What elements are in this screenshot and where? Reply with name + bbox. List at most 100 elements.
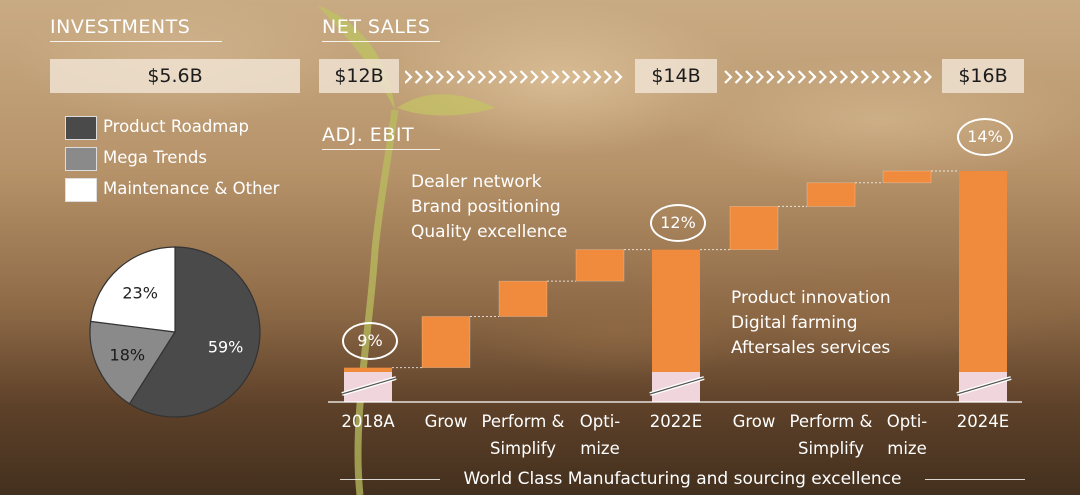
- waterfall-bar-total: [652, 249, 700, 372]
- net-sales-2022: $14B: [635, 59, 717, 93]
- waterfall-bar-step: [806, 182, 856, 207]
- chevron-icon: [871, 70, 880, 84]
- margin-bubble-2024: 14%: [957, 118, 1013, 156]
- adj-ebit-title: ADJ. EBIT: [322, 124, 440, 150]
- initiatives-note-top: Dealer network Brand positioning Quality…: [411, 170, 611, 245]
- note-product-innovation: Product innovation: [731, 288, 891, 308]
- legend-swatch-mega-trends: [65, 147, 97, 171]
- chevron-icon: [414, 70, 424, 84]
- chevron-icon: [498, 70, 508, 84]
- x-tick-label: Perform & Simplify: [790, 412, 873, 458]
- chevron-icon: [881, 70, 891, 84]
- chevron-icon: [467, 70, 476, 84]
- initiatives-note-bottom: Product innovation Digital farming After…: [731, 286, 931, 361]
- sprout-illustration: [318, 6, 495, 495]
- chevron-icon: [892, 70, 901, 84]
- chevron-icon: [488, 70, 497, 84]
- adj-ebit-waterfall-chart: 2018A Grow Perform & Simplify Opti-mize 2022E…: [328, 170, 1022, 458]
- legend-label-maintenance-other: Maintenance & Other: [103, 179, 280, 198]
- chevron-icon: [540, 70, 550, 84]
- chevron-icon: [582, 70, 592, 84]
- x-tick-label: 2022E: [650, 412, 702, 431]
- chevron-icon: [425, 70, 434, 84]
- legend-swatch-maintenance-other: [65, 178, 97, 202]
- waterfall-bar-total: [344, 367, 392, 372]
- waterfall-bar-step: [575, 249, 625, 282]
- legend-label-product-roadmap: Product Roadmap: [103, 117, 249, 136]
- chevron-icon: [860, 70, 870, 84]
- chevron-icon: [755, 70, 765, 84]
- chevron-icon: [456, 70, 466, 84]
- chevron-icon: [787, 70, 796, 84]
- chevron-icon: [509, 70, 518, 84]
- growth-chevrons: [405, 70, 933, 84]
- x-tick-label: Opti-mize: [580, 412, 621, 458]
- chevron-icon: [593, 70, 602, 84]
- x-tick-label: Opti-mize: [887, 412, 928, 458]
- note-aftersales-services: Aftersales services: [731, 338, 891, 358]
- pie-value-label: 59%: [208, 338, 244, 357]
- margin-bubble-2022: 12%: [650, 204, 706, 242]
- footer-rule-right: [925, 479, 1025, 480]
- axis-break-icon: [956, 376, 1012, 396]
- chevron-icon: [745, 70, 754, 84]
- chevron-icon: [766, 70, 775, 84]
- x-tick-label: 2018A: [341, 412, 395, 431]
- chevron-icon: [818, 70, 828, 84]
- pie-value-label: 18%: [110, 345, 146, 364]
- note-quality-excellence: Quality excellence: [411, 222, 568, 242]
- chevron-icon: [572, 70, 581, 84]
- waterfall-bar-step: [421, 316, 471, 368]
- waterfall-bar-step: [729, 206, 779, 250]
- chevron-icon: [913, 70, 922, 84]
- chevron-icon: [724, 70, 733, 84]
- chevron-icon: [850, 70, 859, 84]
- note-dealer-network: Dealer network: [411, 172, 542, 192]
- chevron-icon: [405, 70, 413, 84]
- note-digital-farming: Digital farming: [731, 313, 858, 333]
- waterfall-bar-total: [959, 171, 1007, 372]
- chevron-icon: [603, 70, 613, 84]
- chevron-icon: [776, 70, 786, 84]
- chevron-icon: [477, 70, 487, 84]
- axis-break-icon: [649, 376, 705, 396]
- footer-rule-left: [340, 479, 440, 480]
- waterfall-connectors: [392, 170, 959, 369]
- investments-total: $5.6B: [50, 59, 300, 93]
- legend-swatch-product-roadmap: [65, 116, 97, 140]
- net-sales-title: NET SALES: [322, 16, 440, 42]
- waterfall-bar-step: [882, 170, 932, 184]
- chevron-icon: [446, 70, 455, 84]
- axis-break-icon: [341, 376, 397, 396]
- chevron-icon: [808, 70, 817, 84]
- chevron-icon: [551, 70, 560, 84]
- x-tick-label: 2024E: [957, 412, 1009, 431]
- chevron-icon: [519, 70, 529, 84]
- x-tick-label: Grow: [425, 412, 468, 431]
- note-brand-positioning: Brand positioning: [411, 197, 561, 217]
- chevron-icon: [614, 70, 623, 84]
- pie-value-label: 23%: [122, 283, 158, 302]
- chevron-icon: [797, 70, 807, 84]
- net-sales-2024: $16B: [942, 59, 1024, 93]
- footer-note: World Class Manufacturing and sourcing e…: [463, 469, 902, 489]
- legend-label-mega-trends: Mega Trends: [103, 148, 207, 167]
- x-tick-label: Perform & Simplify: [482, 412, 565, 458]
- net-sales-2018: $12B: [319, 59, 399, 93]
- pie-slice-maintenance-other: [89, 246, 176, 333]
- chevron-icon: [829, 70, 838, 84]
- chevron-icon: [734, 70, 744, 84]
- pie-slice-mega-trends: [89, 320, 177, 405]
- chevron-icon: [902, 70, 912, 84]
- investments-pie-chart: 59% 18% 23%: [89, 246, 261, 418]
- chevron-icon: [839, 70, 849, 84]
- waterfall-bar-step: [498, 280, 548, 317]
- margin-bubble-2018: 9%: [342, 322, 398, 360]
- chevron-icon: [561, 70, 571, 84]
- chevron-icon: [923, 70, 933, 84]
- x-tick-label: Grow: [733, 412, 776, 431]
- investments-title: INVESTMENTS: [50, 16, 222, 42]
- chevron-icon: [530, 70, 539, 84]
- pie-slice-product-roadmap: [128, 246, 261, 418]
